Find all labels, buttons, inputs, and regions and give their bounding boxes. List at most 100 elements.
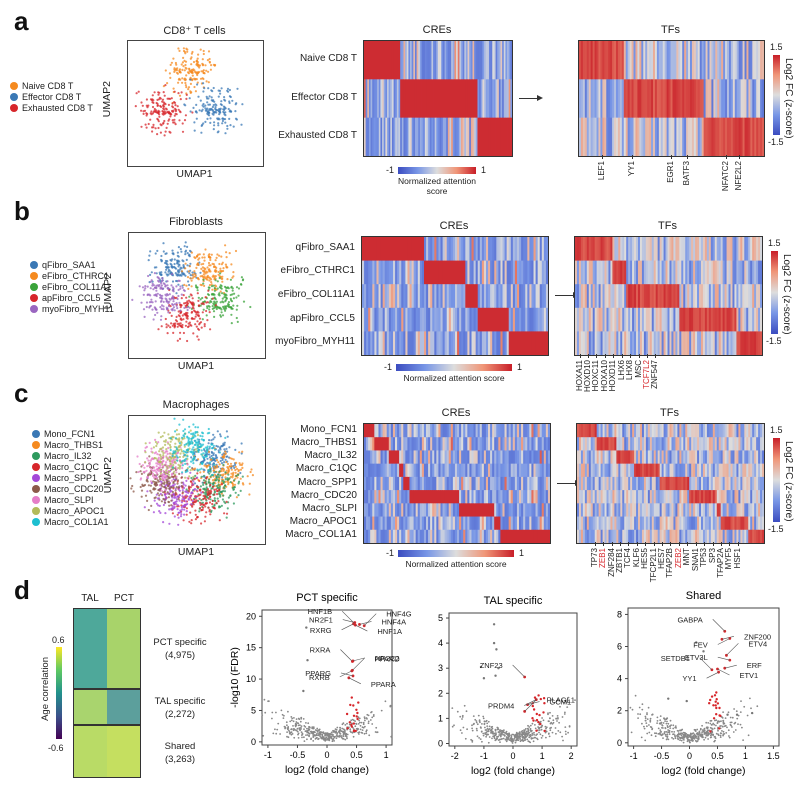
legend-dot-icon [32, 485, 40, 493]
data-point [495, 729, 497, 731]
data-point [631, 732, 633, 734]
data-point [495, 732, 497, 734]
point-label: ERF [747, 661, 762, 670]
group-count: (3,263) [145, 753, 215, 766]
data-point [484, 732, 486, 734]
gene-tick [622, 354, 623, 358]
data-point [332, 740, 334, 742]
pct-cell [107, 609, 140, 688]
heatmap-cell [548, 503, 550, 517]
arrow-head [537, 95, 543, 101]
y-tick-label: 0 [438, 738, 443, 748]
data-point [680, 733, 682, 735]
data-point [291, 734, 293, 736]
data-point [537, 739, 539, 741]
data-point [707, 722, 709, 724]
significant-point [716, 698, 718, 700]
gene-label: LEF1 [597, 161, 606, 180]
data-point [476, 720, 478, 722]
outlier-point [302, 690, 304, 692]
umap-cluster-Exhausted CD8 T [135, 84, 194, 137]
significant-point [542, 711, 544, 713]
data-point [308, 729, 310, 731]
data-point [534, 724, 536, 726]
data-point [530, 731, 532, 733]
data-point [712, 734, 714, 736]
panel-c-tf-colorbar [773, 438, 780, 522]
tf-colorbar-max: 1.5 [770, 42, 783, 52]
data-point [307, 722, 309, 724]
data-point [461, 718, 463, 720]
significant-point [709, 730, 711, 732]
gene-tick [630, 354, 631, 358]
heatmap-cell [762, 490, 764, 504]
gene-label: ZNF547 [650, 360, 659, 389]
data-point [630, 707, 632, 709]
data-point [686, 737, 688, 739]
data-point [355, 723, 357, 725]
gene-tick [704, 542, 705, 546]
data-point [358, 723, 360, 725]
cre-colorbar-label: Normalized attention score [396, 373, 512, 383]
gene-label: NFATC2 [721, 161, 730, 191]
arrow-right-icon [555, 295, 575, 296]
heatmap-row-label: Macro_SLPI [223, 503, 357, 514]
age-colorbar-label: Age correlation [40, 657, 51, 721]
gene-label: HSF1 [733, 548, 742, 568]
tf-colorbar-min: -1.5 [768, 524, 784, 534]
cre-colorbar-max: 1 [481, 165, 486, 175]
heatmap-row-label: eFibro_COL11A1 [221, 289, 355, 300]
data-point [275, 733, 277, 735]
group-name: TAL specific [145, 695, 215, 708]
data-point [641, 737, 643, 739]
data-point [488, 742, 490, 744]
data-point [559, 731, 561, 733]
group-name: PCT specific [145, 636, 215, 649]
plot-frame [449, 613, 577, 746]
heatmap-row-label: Mono_FCN1 [223, 424, 357, 435]
data-point [531, 733, 533, 735]
data-point [722, 717, 724, 719]
significant-point [715, 691, 717, 693]
data-point [341, 735, 343, 737]
data-point [671, 737, 673, 739]
arrow-right-icon [519, 98, 539, 99]
data-point [479, 721, 481, 723]
data-point [364, 733, 366, 735]
data-point [666, 723, 668, 725]
significant-point [352, 704, 354, 706]
data-point [297, 722, 299, 724]
data-point [305, 734, 307, 736]
data-point [528, 729, 530, 731]
gene-tick [729, 542, 730, 546]
gene-label: ZEB1 [598, 548, 607, 568]
data-point [491, 730, 493, 732]
significant-point [532, 705, 534, 707]
data-point [664, 720, 666, 722]
gene-tick [603, 542, 604, 546]
significant-point [712, 704, 714, 706]
significant-point [714, 694, 716, 696]
data-point [495, 734, 497, 736]
significant-point [543, 697, 545, 699]
point-label: FEV [693, 640, 708, 649]
data-point [541, 725, 543, 727]
data-point [561, 736, 563, 738]
tal-cell [74, 609, 107, 688]
data-point [681, 740, 683, 742]
data-point [717, 722, 719, 724]
data-point [679, 739, 681, 741]
data-point [701, 725, 703, 727]
point-label: ETV1 [739, 671, 758, 680]
x-tick-label: -1 [264, 750, 272, 760]
data-point [711, 728, 713, 730]
data-point [531, 738, 533, 740]
data-point [707, 728, 709, 730]
gene-label: BATF3 [682, 161, 691, 185]
label-leader-line [352, 658, 364, 670]
gene-tick [654, 542, 655, 546]
data-point [720, 735, 722, 737]
significant-point [346, 713, 348, 715]
data-point [349, 728, 351, 730]
